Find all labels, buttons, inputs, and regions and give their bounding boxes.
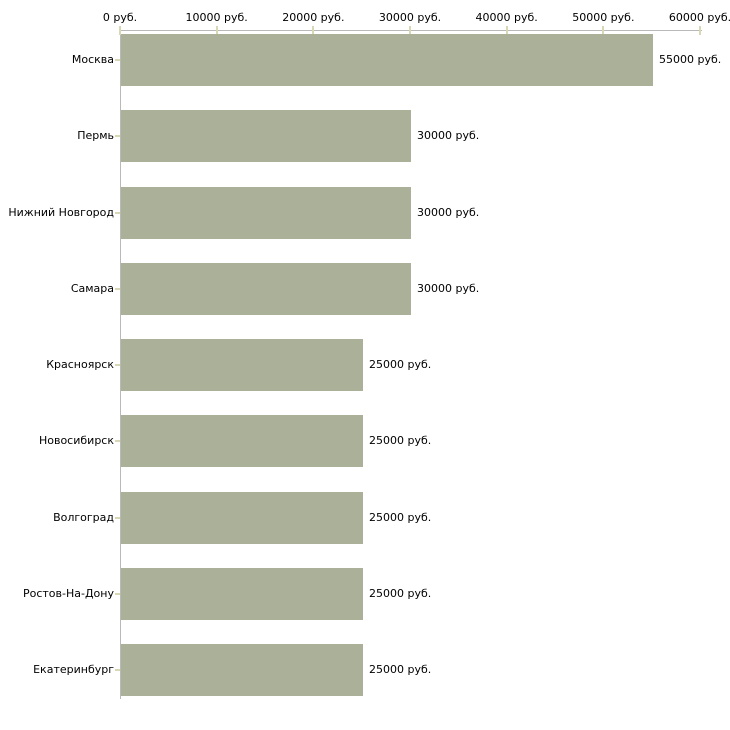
bar[interactable] xyxy=(121,644,363,696)
y-axis-tick xyxy=(115,593,120,595)
value-label: 25000 руб. xyxy=(369,587,432,600)
x-axis-tick xyxy=(312,26,315,35)
value-label: 30000 руб. xyxy=(417,129,480,142)
value-label: 55000 руб. xyxy=(659,53,722,66)
category-label: Екатеринбург xyxy=(33,663,114,676)
category-label: Волгоград xyxy=(53,511,114,524)
bar[interactable] xyxy=(121,187,411,239)
value-label: 25000 руб. xyxy=(369,663,432,676)
bar[interactable] xyxy=(121,415,363,467)
x-axis-tick xyxy=(409,26,411,35)
bar[interactable] xyxy=(121,263,411,315)
category-label: Нижний Новгород xyxy=(8,206,114,219)
category-label: Самара xyxy=(70,282,114,295)
y-axis-tick xyxy=(115,669,120,671)
x-axis-tick-label: 50000 руб. xyxy=(572,11,635,24)
value-label: 25000 руб. xyxy=(369,511,432,524)
y-axis-tick xyxy=(115,135,120,137)
bar[interactable] xyxy=(121,492,363,544)
x-axis-tick-label: 10000 руб. xyxy=(185,11,248,24)
y-axis-tick xyxy=(115,517,120,519)
x-axis-tick-label: 60000 руб. xyxy=(668,11,730,24)
y-axis-tick xyxy=(115,288,120,290)
bar[interactable] xyxy=(121,110,411,162)
x-axis-tick-label: 30000 руб. xyxy=(378,11,442,24)
y-axis-tick xyxy=(115,364,120,366)
category-label: Пермь xyxy=(77,129,114,142)
x-axis-tick-label: 20000 руб. xyxy=(282,11,345,24)
y-axis-tick xyxy=(115,212,120,214)
x-axis-tick-label: 40000 руб. xyxy=(475,11,538,24)
y-axis-line xyxy=(120,30,121,699)
value-label: 25000 руб. xyxy=(369,434,432,447)
bar[interactable] xyxy=(121,568,363,620)
value-label: 30000 руб. xyxy=(417,282,480,295)
category-label: Ростов-На-Дону xyxy=(22,587,114,600)
x-axis-tick xyxy=(699,26,701,35)
x-axis-line xyxy=(120,30,702,31)
x-axis-tick xyxy=(215,26,218,35)
y-axis-tick xyxy=(115,440,120,442)
y-axis-tick xyxy=(115,59,120,61)
bar[interactable] xyxy=(121,34,653,86)
x-axis-tick xyxy=(119,26,121,35)
x-axis-tick xyxy=(505,26,508,35)
bar[interactable] xyxy=(121,339,363,391)
x-axis-tick xyxy=(602,26,605,35)
value-label: 25000 руб. xyxy=(369,358,432,371)
category-label: Новосибирск xyxy=(38,434,114,447)
category-label: Москва xyxy=(71,53,114,66)
x-axis-tick-label: 0 руб. xyxy=(102,11,138,24)
value-label: 30000 руб. xyxy=(417,206,480,219)
category-label: Красноярск xyxy=(46,358,114,371)
